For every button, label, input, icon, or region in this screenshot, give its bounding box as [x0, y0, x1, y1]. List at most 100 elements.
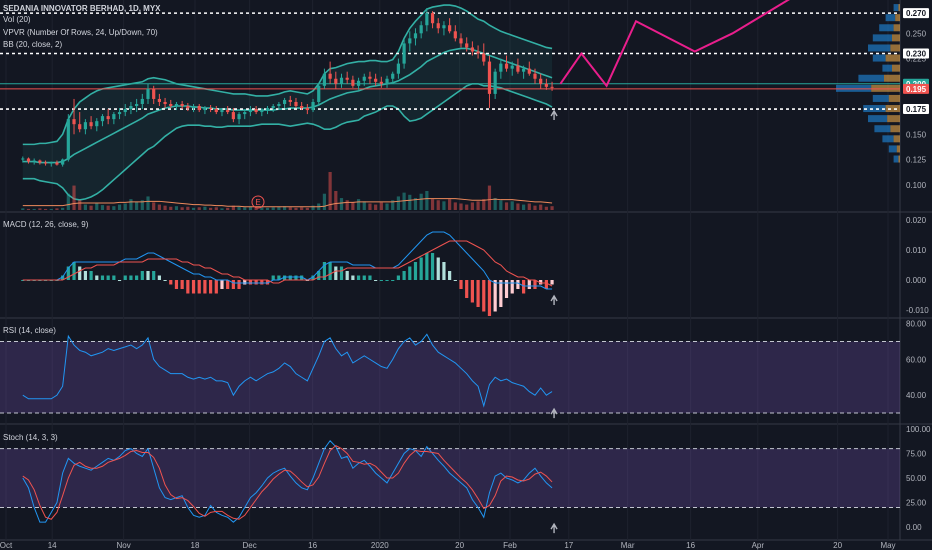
macd-title[interactable]: MACD (12, 26, close, 9)	[3, 220, 89, 229]
time-tick-label: Apr	[752, 541, 765, 550]
candle-body	[425, 13, 429, 26]
vpvr-down-bar	[892, 34, 900, 42]
volume-bar	[493, 198, 497, 210]
volume-bar	[328, 172, 332, 210]
candle-body	[117, 112, 122, 115]
volume-ma-line	[22, 198, 553, 208]
volume-bar	[26, 208, 31, 210]
candle-body	[533, 73, 537, 79]
up-arrow-icon	[550, 407, 558, 419]
candle-body	[237, 114, 241, 120]
vpvr-down-bar	[893, 24, 900, 32]
candle-body	[504, 63, 509, 69]
volume-bar	[231, 205, 235, 210]
candle-body	[282, 99, 287, 104]
candle-body	[516, 65, 520, 72]
time-tick-label: 17	[564, 541, 573, 550]
macd-histogram-bar	[180, 280, 184, 289]
volume-bar	[146, 196, 150, 210]
macd-histogram-bar	[146, 271, 150, 280]
volume-bar	[78, 200, 82, 210]
macd-histogram-bar	[379, 280, 383, 281]
macd-panel[interactable]: MACD (12, 26, close, 9)	[3, 220, 554, 316]
volume-bar	[123, 203, 127, 210]
volume-bar	[157, 204, 161, 210]
price-tick-label: 0.125	[906, 156, 927, 165]
stoch-title[interactable]: Stoch (14, 3, 3)	[3, 433, 58, 442]
volume-bar	[248, 206, 253, 210]
macd-histogram-bar	[476, 280, 480, 307]
vpvr-up-bar	[872, 94, 889, 102]
volume-bar	[402, 192, 406, 210]
rsi-title[interactable]: RSI (14, close)	[3, 326, 56, 335]
price-axis[interactable]: 0.250 0.225 0.150 0.125 0.100 0.270 0.230 0.175…	[903, 8, 931, 532]
vpvr-down-bar	[896, 145, 900, 153]
candle-body	[379, 81, 383, 84]
time-tick-label: Dec	[242, 541, 256, 550]
macd-histogram-bar	[436, 257, 440, 280]
macd-histogram-bar	[231, 280, 235, 289]
macd-histogram-bar	[442, 262, 446, 280]
candle-body	[26, 158, 31, 162]
volume-bar	[106, 205, 110, 210]
candle-body	[220, 110, 224, 113]
candle-body	[152, 88, 156, 99]
macd-line	[22, 231, 553, 290]
time-axis[interactable]: Oct 14 Nov 18 Dec 16 2020 20 Feb 17 Mar 16 Apr 20 May	[0, 541, 896, 550]
volume-bar	[243, 207, 247, 210]
volume-bar	[334, 191, 338, 210]
candle-body	[83, 122, 88, 130]
macd-histogram-bar	[282, 275, 287, 280]
macd-histogram-bar	[482, 280, 486, 312]
volume-bar	[32, 208, 36, 210]
vpvr-down-bar	[892, 64, 900, 72]
rsi-panel[interactable]: RSI (14, close)	[0, 326, 900, 414]
stoch-panel[interactable]: Stoch (14, 3, 3)	[0, 433, 900, 523]
price-panel[interactable]: E SEDANIA INNOVATOR BERHAD, 1D, MYX Vol …	[0, 0, 900, 210]
price-level-tag-label: 0.230	[906, 50, 927, 59]
candle-body	[408, 38, 412, 44]
macd-histogram-bar	[294, 275, 298, 280]
time-tick-label: 20	[833, 541, 842, 550]
candle-body	[419, 25, 423, 34]
candle-body	[174, 103, 179, 107]
volume-bar	[305, 207, 309, 210]
volume-bar	[425, 191, 429, 210]
candle-body	[38, 160, 42, 163]
candle-body	[260, 110, 264, 113]
macd-histogram-bar	[95, 275, 99, 280]
vpvr-down-bar	[898, 155, 900, 163]
macd-histogram-bar	[356, 275, 361, 280]
vpvr-up-bar	[893, 155, 899, 163]
candle-body	[311, 101, 315, 111]
legend-vpvr[interactable]: VPVR (Number Of Rows, 24, Up/Down, 70)	[3, 28, 158, 37]
candle-body	[146, 88, 150, 99]
time-tick-label: Feb	[503, 541, 517, 550]
candle-body	[265, 108, 270, 111]
volume-bar	[38, 208, 42, 210]
legend-volume[interactable]: Vol (20)	[3, 15, 31, 24]
macd-histogram-bar	[265, 280, 270, 285]
volume-bar	[140, 200, 144, 210]
price-tick-label: 0.225	[906, 55, 927, 64]
volume-bar	[186, 206, 190, 210]
candle-body	[539, 78, 543, 84]
time-tick-label: Oct	[0, 541, 13, 550]
macd-histogram-bar	[169, 280, 173, 285]
macd-histogram-bar	[83, 271, 88, 280]
candle-body	[248, 109, 253, 113]
candle-body	[300, 106, 304, 109]
volume-bar	[499, 200, 503, 210]
macd-histogram-bar	[209, 280, 213, 294]
candle-body	[544, 83, 548, 87]
legend-bollinger[interactable]: BB (20, close, 2)	[3, 40, 62, 49]
macd-histogram-bar	[112, 275, 116, 280]
volume-bar	[419, 193, 423, 210]
macd-lines	[22, 231, 553, 290]
bollinger-lower	[22, 82, 553, 201]
vpvr-up-bar	[893, 4, 899, 12]
volume-bar	[339, 198, 344, 210]
macd-histogram-bar	[106, 275, 110, 280]
candlesticks	[21, 8, 554, 167]
